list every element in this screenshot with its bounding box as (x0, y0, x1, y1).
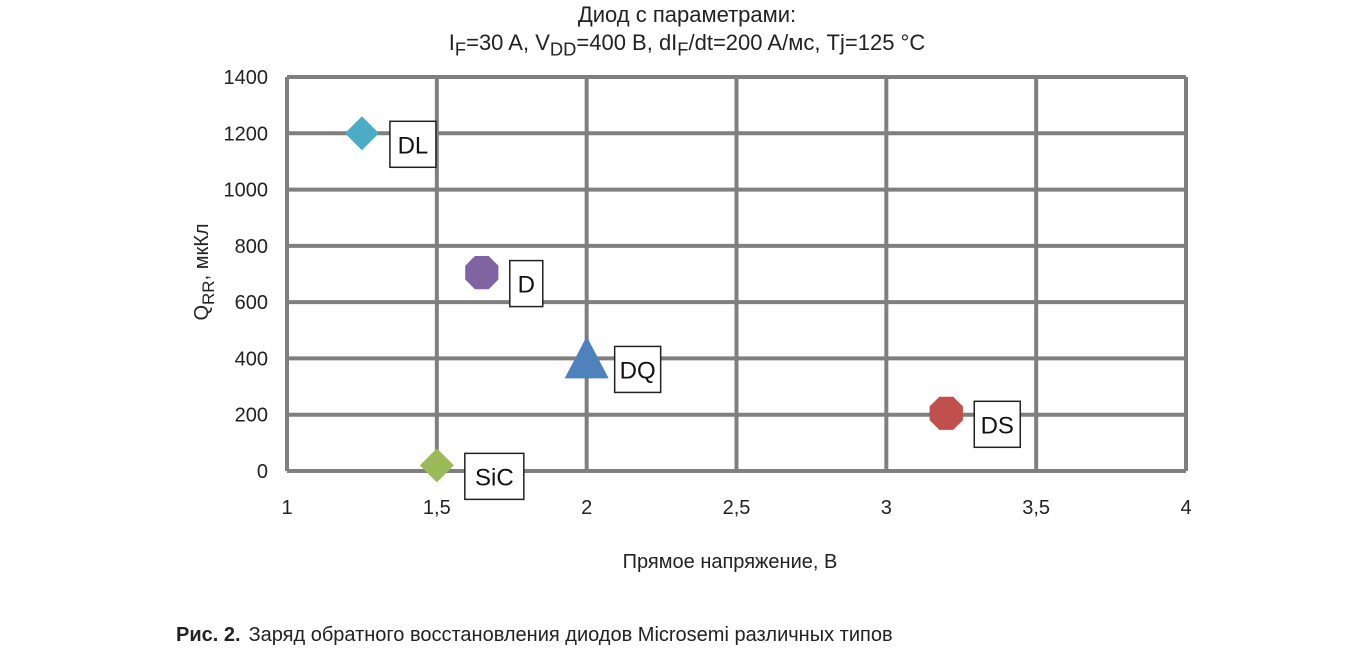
x-tick-label: 1,5 (423, 497, 451, 519)
octagon-marker (929, 396, 963, 430)
y-tick-label: 0 (257, 461, 268, 483)
x-tick-label: 3,5 (1022, 497, 1050, 519)
x-tick-label: 2 (581, 497, 592, 519)
point-label: DQ (620, 357, 656, 384)
y-axis-label-main: Q (191, 305, 213, 321)
title-vdd-sub: DD (549, 38, 577, 60)
chart-title-line2: IF=30 A, VDD=400 B, dIF/dt=200 A/мс, Tj=… (0, 30, 1367, 60)
point-label: SiC (475, 464, 514, 491)
diamond-marker (344, 116, 379, 151)
x-tick-label: 2,5 (723, 497, 751, 519)
y-axis-label-sub: RR (199, 280, 218, 305)
y-tick-label: 800 (235, 236, 268, 258)
point-sic: SiC (419, 448, 525, 501)
octagon-marker (465, 256, 499, 290)
diamond-marker (419, 448, 454, 483)
y-axis-label-rest: , мкКл (191, 223, 213, 280)
point-d: D (465, 256, 544, 308)
y-tick-labels: 0 200 400 600 800 1000 1200 1400 (224, 67, 269, 483)
title-if-sub: F (454, 38, 467, 60)
x-tick-label: 3 (881, 497, 892, 519)
y-tick-label: 1000 (224, 180, 269, 202)
y-tick-label: 400 (235, 348, 268, 370)
point-label: D (518, 272, 535, 299)
chart-title-line1: Диод с параметрами: (0, 2, 1367, 28)
triangle-marker (564, 336, 609, 379)
point-dq: DQ (564, 336, 662, 394)
title-rate-part: /dt=200 A/мс, Tj=125 °C (688, 30, 926, 55)
chart-title-text1: Диод с параметрами: (577, 2, 797, 27)
y-tick-label: 200 (235, 405, 268, 427)
point-label-box (509, 259, 544, 308)
point-label-box (464, 452, 525, 501)
point-ds: DS (929, 396, 1022, 449)
y-tick-label: 1200 (224, 123, 269, 145)
x-tick-label: 4 (1180, 497, 1191, 519)
title-dif-sub: F (677, 38, 689, 60)
y-tick-label: 600 (235, 292, 268, 314)
y-axis-label: QRR, мкКл (191, 223, 218, 320)
data-points: DL D DQ DS SiC (344, 116, 1022, 501)
point-dl: DL (344, 116, 437, 169)
grid-lines (285, 75, 1188, 473)
x-tick-labels: 1 1,5 2 2,5 3 3,5 4 (281, 497, 1191, 519)
title-if-symbol: I (448, 30, 455, 55)
caption-text: Заряд обратного восстановления диодов Mi… (248, 624, 893, 646)
caption-lead: Рис. 2. (176, 624, 241, 646)
y-tick-label: 1400 (224, 67, 269, 89)
title-vdd-part: =30 A, V (466, 30, 550, 55)
point-label-box (613, 345, 662, 394)
title-dif-part: =400 B, dI (576, 30, 678, 55)
point-label: DS (981, 412, 1014, 439)
x-tick-label: 1 (281, 497, 292, 519)
point-label-box (389, 120, 437, 169)
point-label: DL (398, 132, 429, 159)
figure-caption: Рис. 2. Заряд обратного восстановления ди… (176, 624, 893, 647)
point-label-box (973, 400, 1022, 449)
x-axis-label: Прямое напряжение, В (623, 551, 838, 573)
